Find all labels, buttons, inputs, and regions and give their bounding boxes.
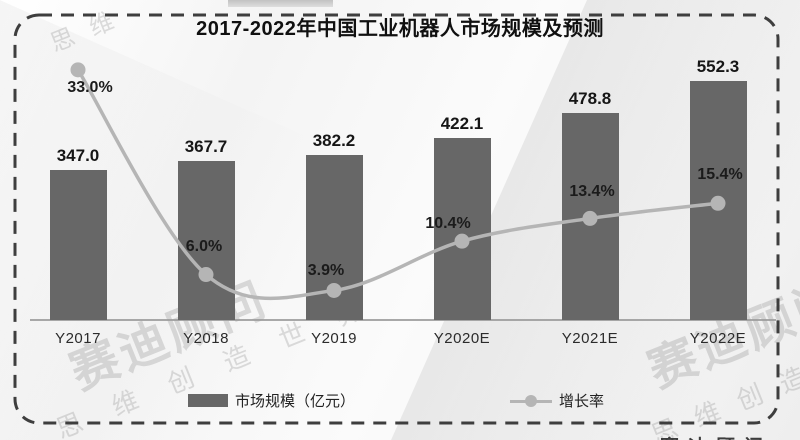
- bar-value-label: 367.7: [184, 137, 228, 157]
- chart-title: 2017-2022年中国工业机器人市场规模及预测: [196, 18, 604, 40]
- growth-rate-label: 10.4%: [425, 215, 471, 233]
- line-marker: [70, 62, 86, 78]
- x-axis-label: Y2018: [183, 330, 229, 347]
- line-marker: [198, 267, 214, 283]
- x-axis-label: Y2017: [55, 330, 101, 347]
- x-axis-label: Y2020E: [433, 330, 491, 347]
- x-axis-label: Y2022E: [689, 330, 747, 347]
- legend-label-growth-rate: 增长率: [559, 393, 605, 410]
- bar-market-size: [433, 137, 491, 320]
- growth-rate-label: 6.0%: [185, 237, 223, 255]
- line-marker: [454, 233, 470, 249]
- legend-item-growth-rate: 增长率: [510, 390, 604, 411]
- bar-value-label: 382.2: [312, 130, 356, 150]
- top-gray-bar: [228, 0, 333, 7]
- growth-rate-label: 15.4%: [697, 166, 743, 184]
- legend-bar-swatch: [188, 394, 228, 407]
- legend-line-marker: [525, 394, 537, 407]
- bar-value-label: 478.8: [568, 89, 612, 109]
- legend-line-swatch: [510, 394, 552, 408]
- bar-value-label: 422.1: [440, 113, 484, 133]
- growth-rate-label: 3.9%: [307, 262, 345, 280]
- bar-market-size: [49, 170, 107, 320]
- x-axis-label: Y2021E: [561, 330, 619, 347]
- x-axis-label: Y2019: [311, 330, 357, 347]
- footer-logo: 赛迪顾问: [660, 432, 772, 440]
- line-marker: [582, 210, 598, 226]
- legend-label-market-size: 市场规模（亿元）: [235, 393, 356, 410]
- growth-rate-label: 33.0%: [67, 78, 113, 96]
- bar-value-label: 347.0: [56, 146, 100, 165]
- growth-rate-label: 13.4%: [569, 183, 615, 201]
- bar-market-size: [177, 161, 235, 320]
- line-marker: [710, 195, 726, 211]
- legend-item-market-size: 市场规模（亿元）: [188, 390, 355, 411]
- bar-value-label: 552.3: [696, 57, 740, 77]
- line-marker: [326, 282, 342, 298]
